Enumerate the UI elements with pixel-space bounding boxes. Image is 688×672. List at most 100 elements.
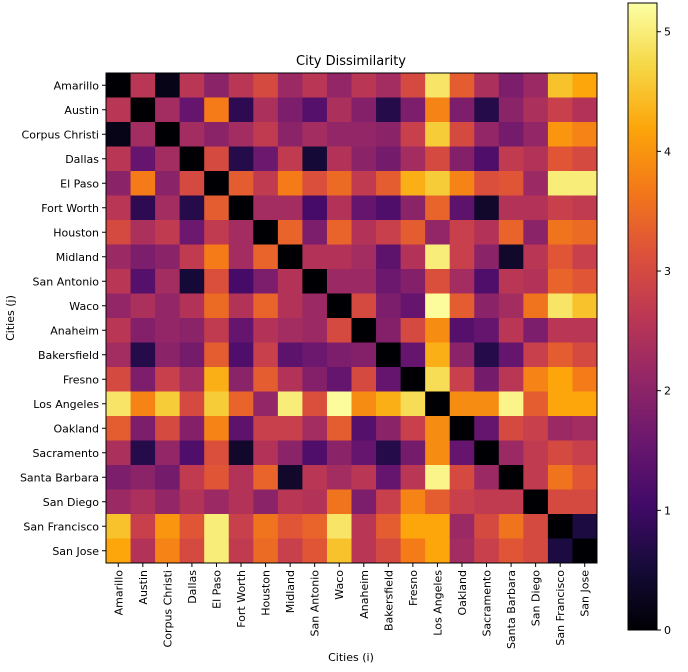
heatmap-cell	[547, 416, 573, 441]
heatmap-cell	[351, 73, 377, 98]
heatmap-cell	[547, 195, 573, 221]
heatmap-cell	[572, 440, 598, 466]
y-tick-label: San Jose	[52, 545, 99, 558]
colorbar-tick-label: 4	[664, 145, 671, 158]
heatmap-cell	[376, 146, 402, 172]
heatmap-cell	[400, 293, 426, 319]
heatmap-cell	[204, 293, 230, 319]
heatmap-cell	[351, 220, 377, 245]
heatmap-cell	[400, 318, 426, 343]
heatmap-cell	[228, 220, 254, 245]
heatmap-cell	[277, 146, 303, 172]
heatmap-cell	[155, 367, 181, 392]
heatmap-cell	[253, 122, 279, 147]
heatmap-cell	[253, 171, 279, 196]
heatmap-cell	[253, 318, 279, 343]
heatmap-cell	[179, 244, 205, 270]
heatmap-cell	[253, 367, 279, 392]
heatmap-cell	[130, 195, 156, 221]
x-tick-label: Waco	[333, 570, 346, 600]
heatmap-cell	[155, 244, 181, 270]
heatmap-cell	[204, 171, 230, 196]
heatmap-cell	[302, 171, 328, 196]
heatmap-cell	[400, 122, 426, 147]
heatmap-cell	[351, 391, 377, 417]
heatmap-cell	[376, 269, 402, 294]
heatmap-cell	[106, 244, 132, 270]
colorbar-tick-label: 1	[664, 504, 671, 517]
heatmap-cell	[425, 269, 451, 294]
heatmap-cell	[351, 538, 377, 564]
heatmap-cell	[179, 367, 205, 392]
heatmap-cell	[400, 514, 426, 539]
heatmap-cell	[253, 244, 279, 270]
heatmap-cell	[326, 342, 352, 368]
colorbar-tick-label: 5	[664, 26, 671, 39]
heatmap-cell	[400, 489, 426, 515]
heatmap-cell	[523, 171, 549, 196]
heatmap-cell	[302, 465, 328, 490]
heatmap-cell	[106, 489, 132, 515]
heatmap-cell	[572, 416, 598, 441]
heatmap-cell	[326, 465, 352, 490]
heatmap-cell	[474, 220, 500, 245]
heatmap-cell	[130, 489, 156, 515]
heatmap-cell	[155, 122, 181, 147]
heatmap-cell	[523, 146, 549, 172]
heatmap-cell	[572, 465, 598, 490]
y-tick-label: Anaheim	[50, 324, 99, 337]
heatmap-cell	[277, 244, 303, 270]
heatmap-cell	[400, 73, 426, 98]
heatmap-cell	[474, 318, 500, 343]
heatmap-cell	[155, 146, 181, 172]
heatmap-cell	[155, 342, 181, 368]
heatmap-cell	[302, 342, 328, 368]
y-tick-label: Houston	[53, 226, 99, 239]
heatmap-cell	[523, 73, 549, 98]
heatmap-cell	[155, 97, 181, 123]
heatmap-cell	[572, 293, 598, 319]
heatmap-cell	[400, 146, 426, 172]
heatmap-cell	[277, 220, 303, 245]
x-axis-label: Cities (i)	[328, 651, 374, 664]
heatmap-cell	[474, 293, 500, 319]
y-tick-label: Corpus Christi	[22, 128, 99, 141]
heatmap-cell	[572, 97, 598, 123]
heatmap-cell	[400, 342, 426, 368]
heatmap-cell	[155, 318, 181, 343]
heatmap-cell	[106, 97, 132, 123]
heatmap-cell	[351, 97, 377, 123]
heatmap-cell	[277, 367, 303, 392]
heatmap-cell	[449, 489, 475, 515]
heatmap-cell	[498, 391, 524, 417]
heatmap-cell	[400, 416, 426, 441]
heatmap-cell	[547, 244, 573, 270]
heatmap-cell	[376, 195, 402, 221]
heatmap-cell	[106, 122, 132, 147]
heatmap-cell	[130, 367, 156, 392]
heatmap-cell	[130, 73, 156, 98]
y-tick-label: Santa Barbara	[20, 471, 99, 484]
heatmap-cell	[425, 416, 451, 441]
heatmap-cell	[179, 318, 205, 343]
heatmap-cell	[130, 269, 156, 294]
y-tick-label: Midland	[56, 251, 99, 264]
heatmap-cell	[498, 538, 524, 564]
x-tick-label: Dallas	[186, 570, 199, 604]
heatmap-cell	[302, 367, 328, 392]
heatmap-cell	[523, 293, 549, 319]
heatmap-cell	[155, 269, 181, 294]
heatmap-cell	[572, 122, 598, 147]
heatmap-cell	[106, 269, 132, 294]
heatmap-cell	[474, 195, 500, 221]
heatmap-cell	[204, 465, 230, 490]
heatmap-cell	[253, 269, 279, 294]
heatmap-cell	[523, 244, 549, 270]
heatmap-cell	[130, 416, 156, 441]
heatmap-cell	[449, 318, 475, 343]
heatmap-cell	[204, 146, 230, 172]
heatmap-cell	[228, 171, 254, 196]
heatmap-cell	[449, 269, 475, 294]
colorbar-ticks: 0 1 2 3 4 5	[657, 26, 671, 637]
